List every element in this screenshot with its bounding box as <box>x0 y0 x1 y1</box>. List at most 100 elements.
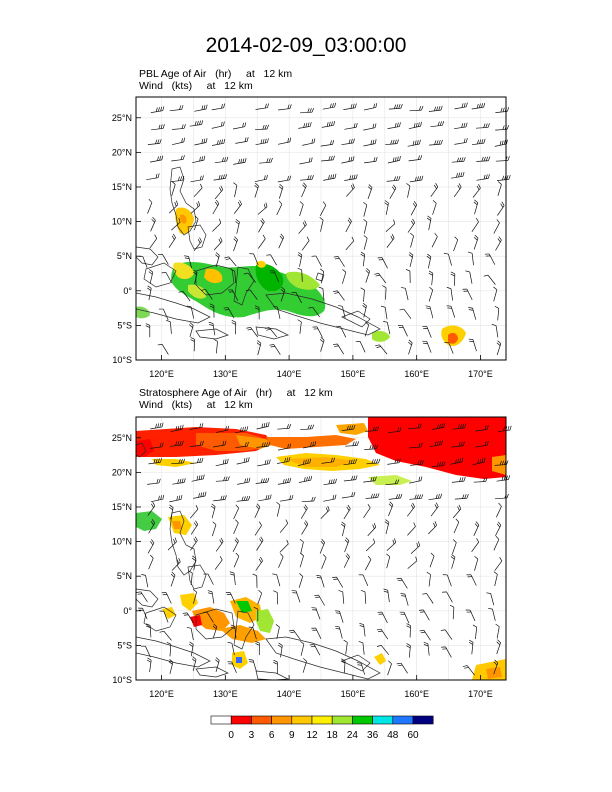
wind-barb <box>385 479 400 486</box>
wind-barb <box>475 425 489 432</box>
wind-barb <box>387 458 401 465</box>
wind-barb <box>228 289 239 301</box>
wind-barb <box>334 625 343 639</box>
wind-barb <box>462 665 475 676</box>
wind-barb <box>215 252 220 267</box>
wind-barb <box>432 200 437 215</box>
colorbar-swatch <box>392 715 414 725</box>
panel-pbl-frame <box>135 96 507 361</box>
wind-barb <box>215 458 229 467</box>
wind-barb <box>147 501 156 516</box>
wind-barb <box>298 122 312 129</box>
wind-barb <box>269 344 281 355</box>
wind-barb <box>145 323 151 338</box>
wind-barb <box>193 237 202 252</box>
wind-barb <box>299 538 304 554</box>
lat-tick-label: 5°N <box>117 571 132 581</box>
wind-barb <box>428 286 434 302</box>
wind-barb <box>202 611 214 623</box>
wind-barb <box>399 308 412 319</box>
wind-barb <box>298 220 307 234</box>
wind-barb <box>385 219 396 233</box>
wind-barb <box>366 458 381 465</box>
wind-barb <box>161 592 172 604</box>
wind-barb <box>233 552 240 568</box>
wind-barb <box>300 641 305 656</box>
wind-barb <box>364 321 370 337</box>
wind-barb <box>311 627 322 640</box>
wind-barb <box>233 158 247 165</box>
panel-strat-label-2: Wind (kts) at 12 km <box>139 399 253 411</box>
wind-barb <box>428 521 437 535</box>
wind-barb <box>476 174 490 181</box>
wind-barb <box>496 340 502 356</box>
wind-barb <box>256 536 264 551</box>
wind-barb <box>277 443 292 451</box>
wind-barb <box>149 234 158 249</box>
wind-barb <box>426 215 432 231</box>
wind-barb <box>471 217 479 232</box>
wind-barb <box>273 590 278 605</box>
wind-barb <box>212 218 222 232</box>
wind-barb <box>344 174 358 181</box>
wind-barb <box>192 589 197 604</box>
colorbar-swatch <box>352 715 373 725</box>
colorbar-label: 9 <box>289 730 295 741</box>
wind-barb <box>233 200 242 214</box>
wind-barb <box>365 267 371 283</box>
wind-barb <box>375 344 388 355</box>
wind-barb <box>342 269 347 284</box>
wind-barb <box>229 571 236 586</box>
wind-barb <box>332 576 344 588</box>
wind-barb <box>453 183 462 198</box>
wind-barb <box>278 137 292 145</box>
wind-barb <box>254 182 259 198</box>
wind-barb <box>493 219 500 234</box>
wind-barb <box>211 103 226 111</box>
wind-barb <box>386 175 401 182</box>
wind-barb <box>186 305 195 319</box>
wind-barb <box>486 592 495 606</box>
wind-barb <box>319 217 324 232</box>
wind-barb <box>345 236 355 251</box>
wind-barb <box>321 120 336 128</box>
lat-tick-label: 5°S <box>117 640 132 650</box>
wind-barb <box>493 286 498 302</box>
wind-barb <box>191 656 197 672</box>
wind-barb <box>380 305 388 320</box>
wind-barb <box>299 201 304 217</box>
figure-title: 2014-02-09_03:00:00 <box>206 34 407 57</box>
wind-barb <box>454 102 468 110</box>
lon-tick-label: 150°E <box>341 689 366 699</box>
wind-barb <box>170 571 176 587</box>
lon-tick-label: 140°E <box>277 689 302 699</box>
wind-barb <box>151 494 165 503</box>
wind-barb <box>409 476 423 484</box>
wind-barb <box>256 422 270 430</box>
wind-barb <box>410 459 424 466</box>
wind-barb <box>343 458 357 466</box>
wind-barb <box>298 573 304 588</box>
wind-barb <box>189 322 194 337</box>
wind-barb <box>387 122 401 129</box>
panel-pbl-grid <box>136 97 506 361</box>
wind-barb <box>406 183 411 198</box>
lon-tick-label: 170°E <box>468 689 493 699</box>
wind-barb <box>171 181 176 196</box>
wind-barb <box>234 426 249 434</box>
wind-barb <box>359 622 366 637</box>
wind-barb <box>340 658 346 673</box>
panel-pbl-lon-ticks: 120°E 130°E 140°E 150°E 160°E 170°E <box>149 355 493 379</box>
wind-barb <box>468 338 477 352</box>
colorbar-label: 48 <box>387 730 399 741</box>
wind-barb <box>214 185 224 200</box>
wind-barb <box>189 457 204 465</box>
colorbar-label: 3 <box>249 730 255 741</box>
wind-barb <box>363 123 377 131</box>
wind-barb <box>475 123 490 129</box>
wind-barb <box>269 270 280 283</box>
wind-barb <box>471 538 480 553</box>
wind-barb <box>363 503 371 518</box>
wind-barb <box>419 609 430 621</box>
wind-barb <box>212 199 220 215</box>
